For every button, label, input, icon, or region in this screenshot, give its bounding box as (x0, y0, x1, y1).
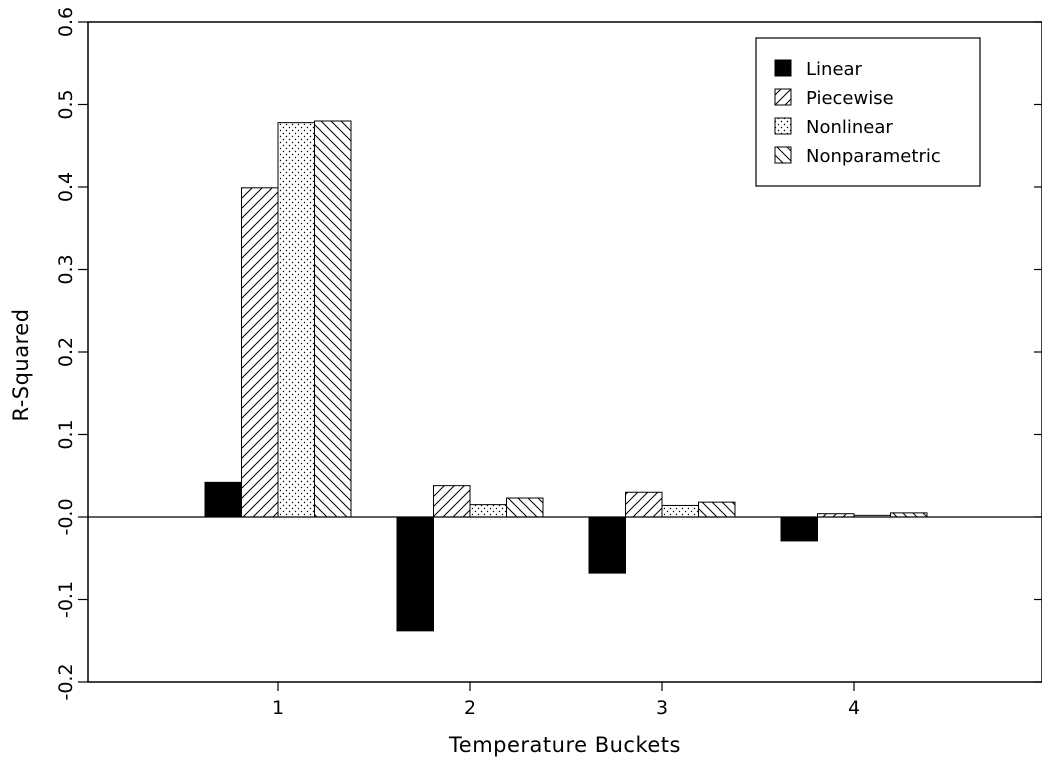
legend-swatch-piecewise (774, 88, 792, 106)
bar-nonlinear-bucket-1 (277, 122, 315, 518)
y-tick-label: 0.4 (55, 172, 77, 202)
legend-label-nonlinear: Nonlinear (806, 117, 893, 138)
legend-label-piecewise: Piecewise (806, 88, 894, 109)
x-tick-label: 4 (848, 697, 860, 719)
y-tick-label: 0.2 (55, 337, 77, 367)
legend-label-nonparametric: Nonparametric (806, 146, 941, 167)
bar-piecewise-bucket-2 (433, 485, 471, 518)
legend-box (755, 37, 981, 187)
bars-group (204, 120, 928, 632)
y-tick-label: 0.1 (55, 419, 77, 449)
legend-swatch-linear (774, 59, 792, 77)
bar-piecewise-bucket-1 (241, 187, 279, 518)
bar-linear-bucket-2 (396, 516, 434, 632)
y-tick-label: 0.5 (55, 89, 77, 119)
bar-linear-bucket-3 (588, 516, 626, 574)
y-tick-label: -0.0 (55, 498, 77, 535)
bar-nonparametric-bucket-3 (698, 501, 736, 518)
x-tick-label: 1 (272, 697, 284, 719)
x-tick-label: 2 (464, 697, 476, 719)
legend: Linear Piecewise Nonlinear Nonparametric (755, 37, 981, 187)
y-tick-label: 0.3 (55, 254, 77, 284)
x-tick-label: 3 (656, 697, 668, 719)
legend-swatch-nonlinear (774, 117, 792, 135)
bar-nonlinear-bucket-2 (469, 504, 507, 518)
bar-linear-bucket-4 (780, 516, 818, 542)
x-axis-title: Temperature Buckets (448, 733, 681, 757)
y-axis-title: R-Squared (9, 308, 33, 421)
bar-linear-bucket-1 (204, 481, 242, 518)
y-tick-label: -0.1 (55, 581, 77, 618)
y-tick-label: 0.6 (55, 7, 77, 37)
y-tick-label: -0.2 (55, 663, 77, 700)
legend-label-linear: Linear (806, 59, 863, 80)
legend-swatch-nonparametric (774, 146, 792, 164)
y-axis: -0.2 -0.1 -0.0 0.1 0.2 0.3 0.4 0.5 0.6 (55, 7, 1042, 701)
bar-nonparametric-bucket-2 (506, 497, 544, 518)
bar-nonlinear-bucket-3 (661, 504, 699, 518)
bar-piecewise-bucket-3 (625, 491, 663, 518)
bar-nonparametric-bucket-4 (890, 512, 928, 518)
x-axis: 1 2 3 4 (272, 682, 860, 719)
bar-nonparametric-bucket-1 (314, 120, 352, 518)
